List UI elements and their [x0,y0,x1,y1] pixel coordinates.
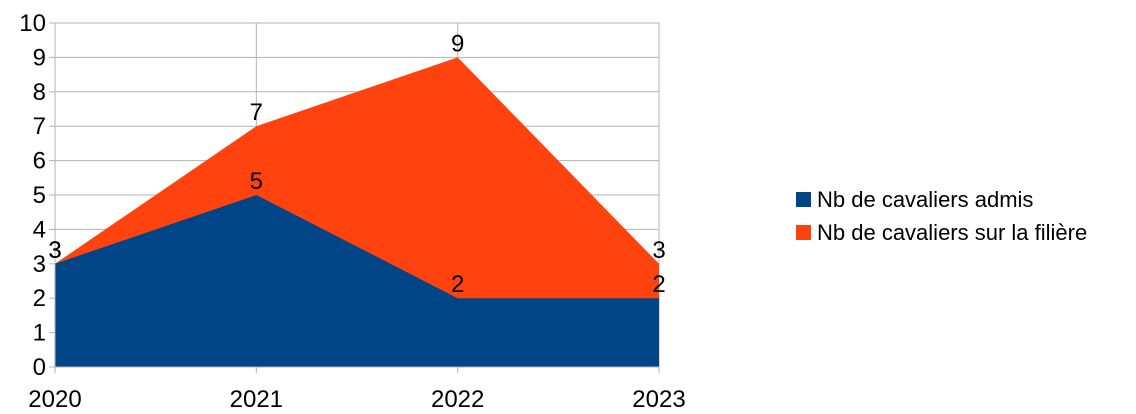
y-tick-label-2: 2 [33,285,46,312]
legend: Nb de cavaliers admis Nb de cavaliers su… [796,183,1087,249]
y-axis-ticks: 0 1 2 3 4 5 6 7 8 9 10 [19,10,55,381]
x-tick-label-2020: 2020 [28,386,81,413]
y-tick-label-10: 10 [19,10,46,37]
data-label-s1-2021: 5 [250,168,263,195]
legend-label-filiere: Nb de cavaliers sur la filière [817,219,1088,245]
data-label-s1-2022: 2 [451,271,464,298]
y-tick-label-9: 9 [33,44,46,71]
area-series [55,57,659,368]
data-label-s0-2021: 7 [250,99,263,126]
y-tick-label-3: 3 [33,251,46,278]
data-label-s1-2023: 2 [652,271,665,298]
data-label-s0-2020: 3 [48,237,61,264]
y-tick-label-5: 5 [33,182,46,209]
y-tick-label-0: 0 [33,354,46,381]
data-label-s0-2022: 9 [451,30,464,57]
x-tick-label-2023: 2023 [632,386,685,413]
y-tick-label-7: 7 [33,113,46,140]
y-tick-label-8: 8 [33,79,46,106]
y-tick-label-1: 1 [33,320,46,347]
legend-label-admis: Nb de cavaliers admis [817,186,1034,212]
data-label-s1-2020: 3 [48,237,61,264]
legend-swatch-admis [796,192,811,207]
data-label-s0-2023: 3 [652,237,665,264]
y-tick-label-6: 6 [33,148,46,175]
x-axis-ticks: 2020 2021 2022 2023 [28,367,686,413]
area-series-1 [55,195,659,367]
legend-item-filiere: Nb de cavaliers sur la filière [796,216,1087,249]
x-tick-label-2022: 2022 [431,386,484,413]
legend-swatch-filiere [796,225,811,240]
legend-item-admis: Nb de cavaliers admis [796,183,1087,216]
y-tick-label-4: 4 [33,216,46,243]
x-tick-label-2021: 2021 [230,386,283,413]
